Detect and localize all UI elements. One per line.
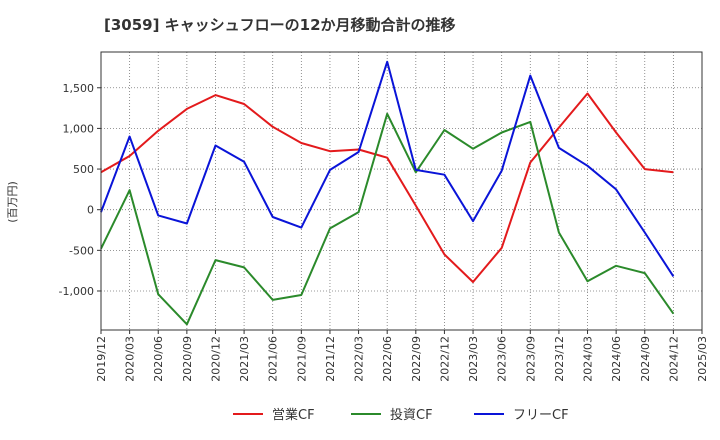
- x-tick-label: 2025/03: [696, 336, 709, 382]
- x-tick-label: 2022/03: [353, 336, 366, 382]
- y-tick-label: -500: [69, 244, 94, 257]
- y-tick-label: 1,500: [63, 82, 95, 95]
- x-tick-label: 2020/09: [181, 336, 194, 382]
- series-line-投資CF: [100, 112, 675, 326]
- y-tick-label: 0: [87, 204, 94, 217]
- x-tick-label: 2021/03: [238, 336, 251, 382]
- x-tick-label: 2020/03: [124, 336, 137, 382]
- x-tick-label: 2022/12: [438, 336, 451, 382]
- ytick-layer: 1,500 1,000 500 0 -500 -1,000: [59, 82, 101, 298]
- xtick-layer: 2019/12 2020/03 2020/06 2020/09 2020/12 2021/…: [95, 330, 709, 382]
- x-tick-label: 2024/09: [639, 336, 652, 382]
- x-tick-label: 2021/06: [267, 336, 280, 382]
- legend-label: 営業CF: [272, 407, 315, 423]
- y-tick-label: 500: [73, 163, 94, 176]
- legend: 営業CF 投資CF フリーCF: [233, 407, 569, 423]
- series-line-営業CF: [100, 92, 674, 283]
- x-tick-label: 2021/09: [295, 336, 308, 382]
- x-tick-label: 2020/12: [209, 336, 222, 382]
- legend-label: フリーCF: [513, 408, 569, 423]
- x-tick-label: 2022/06: [381, 336, 394, 382]
- legend-label: 投資CF: [390, 407, 433, 423]
- x-tick-label: 2023/03: [467, 336, 480, 382]
- x-tick-label: 2024/12: [667, 336, 680, 382]
- x-tick-label: 2024/03: [582, 336, 595, 382]
- chart-title: [3059] キャッシュフローの12か月移動合計の推移: [104, 16, 456, 34]
- x-tick-label: 2023/09: [524, 336, 537, 382]
- y-tick-label: 1,000: [63, 122, 95, 135]
- x-tick-label: 2024/06: [610, 336, 623, 382]
- y-axis-label: (百万円): [6, 181, 19, 223]
- x-tick-label: 2023/12: [553, 336, 566, 382]
- series-layer: [100, 60, 675, 326]
- x-tick-label: 2022/09: [410, 336, 423, 382]
- x-tick-label: 2023/06: [496, 336, 509, 382]
- x-tick-label: 2019/12: [95, 336, 108, 382]
- plot-frame: [100, 51, 703, 331]
- series-line-フリーCF: [100, 60, 675, 277]
- x-tick-label: 2020/06: [152, 336, 165, 382]
- y-tick-label: -1,000: [59, 285, 94, 298]
- grid-layer: [101, 52, 702, 330]
- x-tick-label: 2021/12: [324, 336, 337, 382]
